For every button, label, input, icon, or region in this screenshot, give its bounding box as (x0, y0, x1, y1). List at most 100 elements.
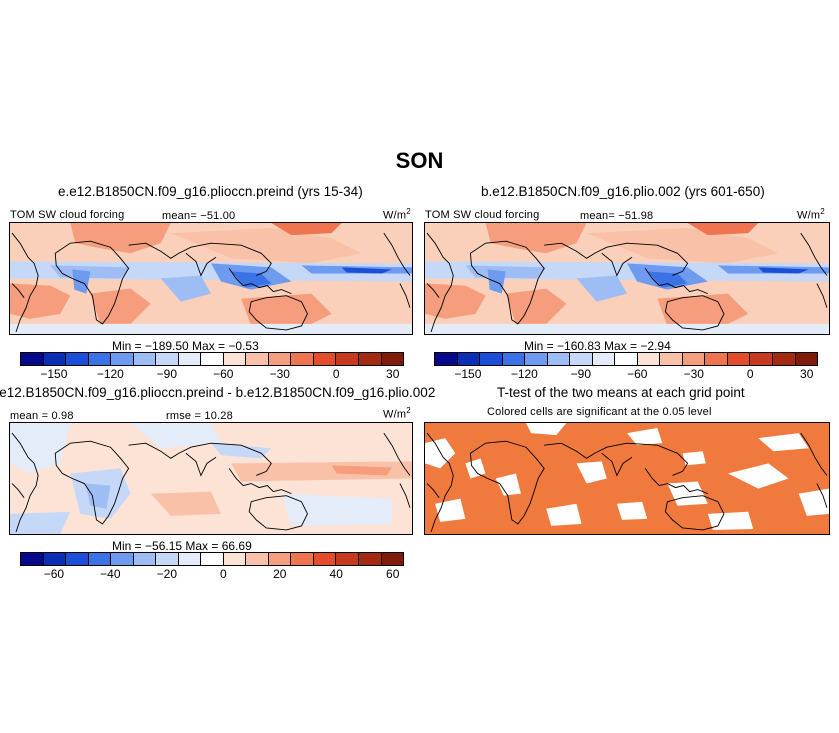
panel3-mean-label: mean = 0.98 (10, 410, 74, 422)
colorbar-cell (246, 353, 269, 365)
map-field (425, 423, 829, 534)
colorbar-cell (358, 353, 382, 365)
colorbar-cell (547, 353, 571, 365)
colorbar-cell (88, 553, 112, 565)
colorbar-cell (435, 353, 458, 365)
colorbar-cell (457, 353, 481, 365)
colorbar-cell (381, 353, 404, 365)
colorbar-cell (156, 553, 179, 565)
colorbar-cell (682, 353, 706, 365)
panel3-units: W/m2 (383, 406, 411, 421)
panel2-title: b.e12.B1850CN.f09_g16.plio.002 (yrs 601-… (481, 184, 765, 199)
colorbar-cell (592, 353, 616, 365)
panel1-variable-label: TOM SW cloud forcing (10, 209, 125, 221)
colorbar-cell (750, 353, 773, 365)
panel4-map (424, 422, 830, 535)
colorbar-cell (358, 553, 382, 565)
colorbar-cell (111, 353, 134, 365)
colorbar-tick-label: −120 (96, 367, 124, 381)
colorbar-tick-label: 20 (273, 567, 287, 581)
colorbar-tick-label: −150 (454, 367, 482, 381)
colorbar-tick-label: 0 (746, 367, 754, 381)
colorbar-tick-label: −120 (510, 367, 538, 381)
colorbar-cell (660, 353, 683, 365)
colorbar-tick-label: −60 (627, 367, 648, 381)
map-field (10, 423, 412, 534)
colorbar-tick-label: 0 (219, 567, 227, 581)
panel4-subtitle: Colored cells are significant at the 0.0… (487, 406, 712, 418)
colorbar-cell (43, 353, 67, 365)
colorbar-cell (637, 353, 661, 365)
colorbar-cell (291, 553, 314, 565)
colorbar-cell (313, 353, 337, 365)
colorbar-cell (502, 353, 526, 365)
colorbar-cell (268, 353, 292, 365)
panel1-title: e.e12.B1850CN.f09_g16.plioccn.preind (yr… (58, 184, 363, 199)
panel3-colorbar (20, 552, 404, 566)
panel1-colorbar (20, 352, 404, 366)
colorbar-cell (178, 553, 202, 565)
figure-title: SON (395, 148, 444, 173)
colorbar-tick-label: −40 (100, 567, 121, 581)
panel2-minmax: Min = −160.83 Max = −2.94 (524, 339, 671, 353)
colorbar-tick-label: −90 (156, 367, 177, 381)
panel2-map (424, 222, 830, 335)
colorbar-cell (21, 553, 44, 565)
colorbar-cell (21, 353, 44, 365)
panel1-map (9, 222, 413, 335)
colorbar-cell (480, 353, 503, 365)
colorbar-tick-label: 30 (800, 367, 814, 381)
colorbar-tick-label: −30 (683, 367, 704, 381)
map-field (10, 223, 412, 334)
panel3-rmse-label: rmse = 10.28 (166, 410, 233, 422)
colorbar-tick-label: 60 (386, 567, 400, 581)
colorbar-tick-label: −20 (156, 567, 177, 581)
colorbar-cell (336, 553, 359, 565)
panel4-title: T-test of the two means at each grid poi… (497, 385, 745, 400)
panel1-minmax: Min = −189.50 Max = −0.53 (112, 339, 259, 353)
panel2-variable-label: TOM SW cloud forcing (425, 209, 540, 221)
colorbar-tick-label: 0 (332, 367, 340, 381)
colorbar-cell (201, 553, 224, 565)
panel2-colorbar (434, 352, 818, 366)
panel1-mean-label: mean= −51.00 (162, 210, 236, 222)
colorbar-tick-label: −30 (269, 367, 290, 381)
colorbar-cell (223, 553, 247, 565)
colorbar-tick-label: 30 (386, 367, 400, 381)
colorbar-cell (133, 553, 157, 565)
colorbar-cell (772, 353, 796, 365)
panel2-mean-label: mean= −51.98 (580, 210, 654, 222)
colorbar-cell (727, 353, 751, 365)
colorbar-tick-label: −90 (570, 367, 591, 381)
colorbar-tick-label: 40 (329, 567, 343, 581)
colorbar-cell (111, 553, 134, 565)
panel2-units: W/m2 (797, 207, 825, 222)
colorbar-cell (178, 353, 202, 365)
panel3-title: e.e12.B1850CN.f09_g16.plioccn.preind - b… (0, 385, 436, 400)
map-field (425, 223, 829, 334)
colorbar-cell (156, 353, 179, 365)
colorbar-cell (66, 353, 89, 365)
colorbar-cell (525, 353, 548, 365)
colorbar-cell (268, 553, 292, 565)
colorbar-cell (795, 353, 818, 365)
colorbar-cell (336, 353, 359, 365)
panel1-units: W/m2 (383, 207, 411, 222)
colorbar-cell (291, 353, 314, 365)
colorbar-cell (615, 353, 638, 365)
colorbar-tick-label: −60 (213, 367, 234, 381)
colorbar-tick-label: −60 (43, 567, 65, 581)
colorbar-cell (201, 353, 224, 365)
colorbar-cell (313, 553, 337, 565)
colorbar-cell (570, 353, 593, 365)
colorbar-cell (246, 553, 269, 565)
colorbar-cell (381, 553, 404, 565)
colorbar-cell (43, 553, 67, 565)
colorbar-cell (705, 353, 728, 365)
panel3-minmax: Min = −56.15 Max = 66.69 (112, 539, 252, 553)
colorbar-tick-label: −150 (40, 367, 68, 381)
colorbar-cell (133, 353, 157, 365)
colorbar-cell (66, 553, 89, 565)
panel3-map (9, 422, 413, 535)
colorbar-cell (223, 353, 247, 365)
